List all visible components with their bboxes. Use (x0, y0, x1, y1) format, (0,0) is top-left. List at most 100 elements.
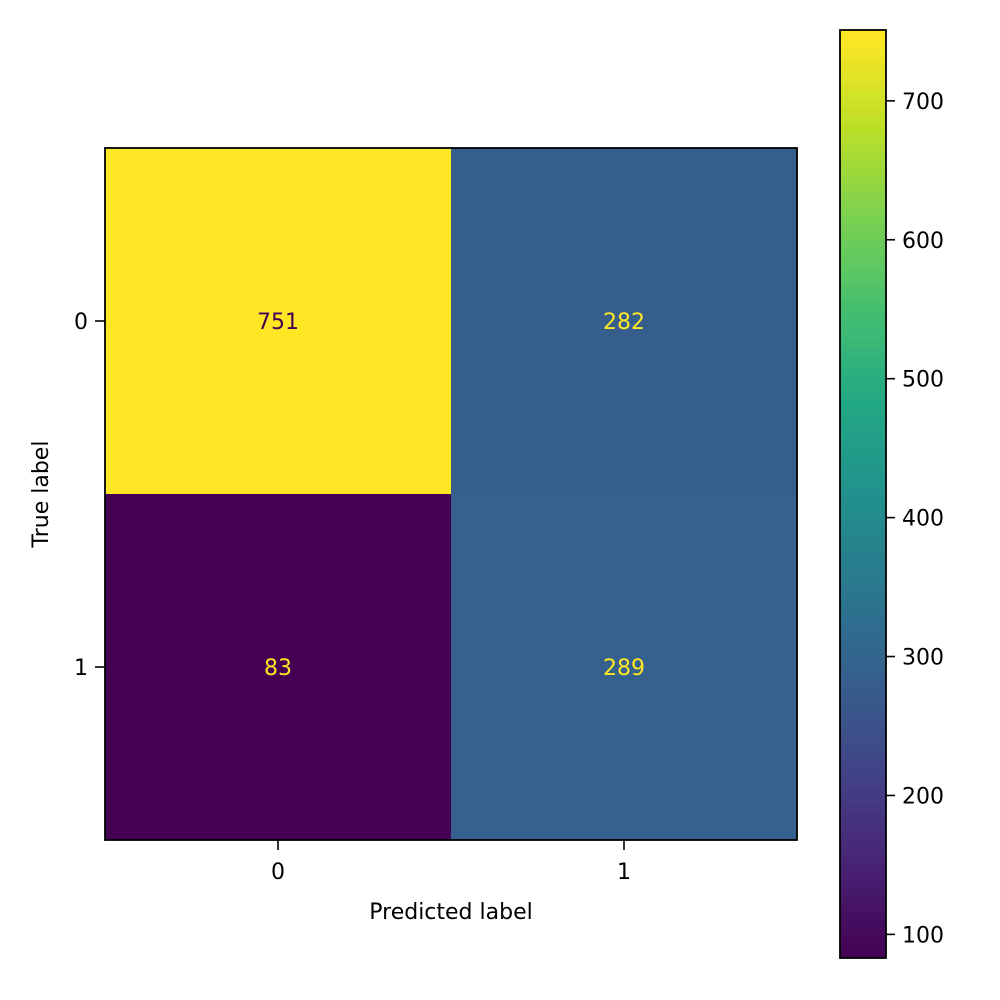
colorbar-band (840, 756, 886, 766)
colorbar-band (840, 478, 886, 487)
colorbar-band (840, 184, 886, 193)
colorbar-band (840, 99, 886, 108)
colorbar-tick-label: 400 (902, 507, 944, 532)
colorbar-band (840, 602, 886, 611)
colorbar-band (840, 555, 886, 565)
colorbar-band (840, 424, 886, 433)
colorbar-tick-label: 500 (902, 368, 944, 393)
colorbar-band (840, 370, 886, 379)
colorbar-band (840, 741, 886, 750)
colorbar-tick-label: 100 (902, 923, 944, 948)
heatmap-cell (451, 494, 797, 840)
colorbar-band (840, 107, 886, 116)
colorbar-band (840, 316, 886, 325)
colorbar-band (840, 865, 886, 874)
colorbar-band (840, 579, 886, 588)
colorbar-band (840, 362, 886, 371)
colorbar-band (840, 207, 886, 217)
y-axis-title: True label (29, 441, 54, 549)
colorbar-band (840, 76, 886, 85)
colorbar-band (840, 161, 886, 170)
colorbar-band (840, 91, 886, 101)
colorbar-band (840, 60, 886, 70)
colorbar-band (840, 347, 886, 356)
heatmap-cell (105, 494, 451, 840)
colorbar-band (840, 548, 886, 557)
colorbar-band (840, 540, 886, 549)
colorbar-band (840, 292, 886, 302)
colorbar-band (840, 563, 886, 572)
colorbar-band (840, 192, 886, 201)
colorbar-band (840, 633, 886, 642)
plot-frame (104, 147, 798, 841)
colorbar-band (840, 826, 886, 835)
colorbar-band (840, 586, 886, 596)
y-axis-ticks: 01 (74, 310, 105, 681)
colorbar-band (840, 308, 886, 317)
colorbar-band (840, 331, 886, 340)
colorbar-band (840, 130, 886, 139)
colorbar-band (840, 215, 886, 224)
colorbar-band (840, 53, 886, 62)
colorbar-band (840, 772, 886, 781)
colorbar-band (840, 385, 886, 395)
colorbar-band (840, 679, 886, 688)
colorbar-band (840, 455, 886, 464)
colorbar-band (840, 416, 886, 425)
colorbar: 100 200 300 400 500 600 700 (839, 29, 944, 959)
cell-value-label: 751 (257, 310, 299, 335)
colorbar-band (840, 37, 886, 47)
heatmap-cell (105, 148, 451, 494)
colorbar-band (840, 625, 886, 634)
colorbar-band (840, 401, 886, 410)
colorbar-band (840, 664, 886, 673)
cell-value-label: 282 (603, 310, 645, 335)
y-tick-label: 0 (74, 310, 88, 335)
colorbar-band (840, 648, 886, 657)
colorbar-band (840, 122, 886, 132)
colorbar-band (840, 408, 886, 418)
colorbar-band (840, 169, 886, 178)
colorbar-band (840, 176, 886, 186)
colorbar-band (840, 223, 886, 232)
colorbar-band (840, 594, 886, 603)
colorbar-band (840, 687, 886, 696)
colorbar-band (840, 834, 886, 843)
x-tick-label: 1 (617, 860, 631, 885)
colorbar-band (840, 780, 886, 789)
colorbar-band (840, 354, 886, 364)
colorbar-band (840, 702, 886, 712)
colorbar-band (840, 695, 886, 704)
colorbar-band (840, 764, 886, 773)
colorbar-band (840, 842, 886, 851)
colorbar-band (840, 749, 886, 758)
colorbar-band (840, 818, 886, 828)
colorbar-tick-label: 300 (902, 646, 944, 671)
colorbar-band (840, 640, 886, 650)
colorbar-band (840, 277, 886, 286)
colorbar-band (840, 950, 886, 959)
colorbar-band (840, 811, 886, 820)
colorbar-band (840, 246, 886, 255)
colorbar-band (840, 254, 886, 263)
colorbar-band (840, 300, 886, 309)
colorbar-band (840, 896, 886, 905)
colorbar-band (840, 718, 886, 727)
colorbar-band (840, 494, 886, 503)
colorbar-band (840, 84, 886, 93)
colorbar-band (840, 532, 886, 541)
colorbar-band (840, 733, 886, 743)
colorbar-band (840, 439, 886, 449)
colorbar-band (840, 919, 886, 928)
colorbar-band (840, 880, 886, 889)
colorbar-band (840, 447, 886, 456)
colorbar-band (840, 927, 886, 936)
colorbar-band (840, 795, 886, 804)
colorbar-band (840, 849, 886, 859)
colorbar-band (840, 509, 886, 518)
colorbar-band (840, 486, 886, 495)
colorbar-band (840, 524, 886, 534)
colorbar-tick-label: 200 (902, 784, 944, 809)
